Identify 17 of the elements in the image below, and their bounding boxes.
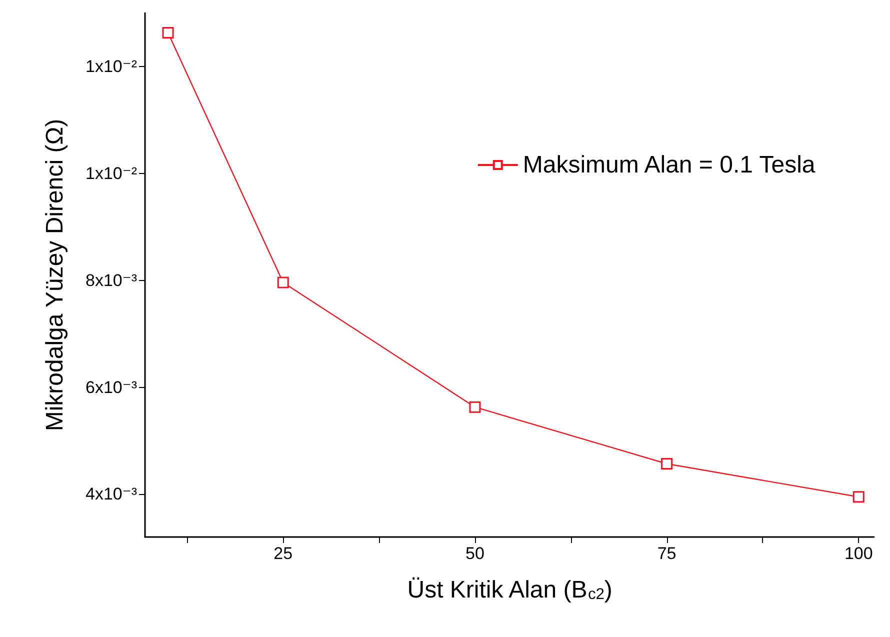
legend-label: Maksimum Alan = 0.1 Tesla xyxy=(522,152,816,178)
x-tick-label: 50 xyxy=(466,544,484,563)
y-tick-label: 6x10⁻³ xyxy=(86,378,138,397)
point xyxy=(661,458,673,470)
y-tick-label: 1x10⁻² xyxy=(86,56,138,76)
y-tick-label: 1x10⁻² xyxy=(86,164,138,183)
x-tick-label: 100 xyxy=(844,544,873,563)
point xyxy=(277,276,289,288)
point xyxy=(852,491,864,503)
point xyxy=(162,27,174,39)
x-tick-label: 25 xyxy=(274,544,293,563)
y-tick-label: 4x10⁻³ xyxy=(86,484,138,504)
y-tick-label: 8x10⁻³ xyxy=(86,270,138,290)
point xyxy=(469,401,481,413)
x-tick-label: 75 xyxy=(657,544,676,563)
x-axis-title: Üst Kritik Alan (Bc2) xyxy=(407,576,612,604)
y-axis-title: Mikrodalga Yüzey Direnci (Ω) xyxy=(42,118,68,432)
